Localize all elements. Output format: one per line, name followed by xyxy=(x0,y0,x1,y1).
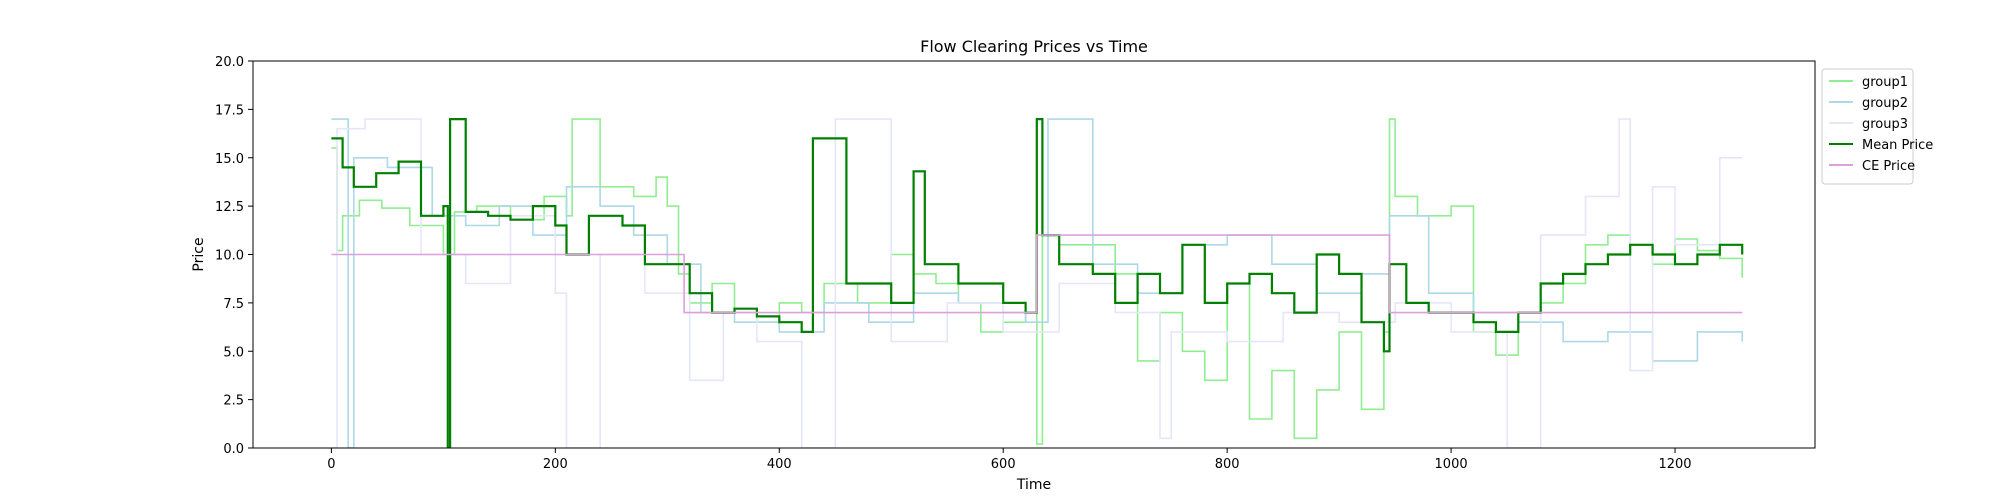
x-tick-label: 1200 xyxy=(1658,457,1691,472)
x-tick-label: 0 xyxy=(327,457,335,472)
series-line-mean-price xyxy=(331,118,1744,448)
y-tick-label: 10.0 xyxy=(215,249,244,264)
y-tick-label: 7.5 xyxy=(223,297,244,312)
series-line-ce-price xyxy=(331,234,1743,314)
legend-label-mean-price: Mean Price xyxy=(1862,138,1933,153)
y-tick-label: 2.5 xyxy=(223,394,244,409)
legend-label-group2: group2 xyxy=(1862,96,1908,111)
y-axis-label: Price xyxy=(191,237,207,271)
legend-label-group1: group1 xyxy=(1862,75,1908,90)
chart-title: Flow Clearing Prices vs Time xyxy=(920,37,1148,56)
y-tick-label: 12.5 xyxy=(215,200,244,215)
y-tick-label: 17.5 xyxy=(215,103,244,118)
legend-label-group3: group3 xyxy=(1862,117,1908,132)
y-tick-label: 0.0 xyxy=(223,442,244,457)
x-tick-label: 600 xyxy=(991,457,1016,472)
legend-box xyxy=(1821,68,1914,185)
y-tick-label: 15.0 xyxy=(215,152,244,167)
y-tick-label: 20.0 xyxy=(215,55,244,70)
x-tick-label: 800 xyxy=(1215,457,1240,472)
x-tick-label: 1000 xyxy=(1435,457,1468,472)
x-axis-label: Time xyxy=(1016,477,1051,493)
y-tick-label: 5.0 xyxy=(223,345,244,360)
legend-label-ce-price: CE Price xyxy=(1862,159,1915,174)
x-tick-label: 200 xyxy=(543,457,568,472)
plot-area-frame xyxy=(252,60,1816,449)
legend: group1 group2 group3 Mean Price CE Price xyxy=(1821,68,1933,185)
x-tick-label: 400 xyxy=(767,457,792,472)
